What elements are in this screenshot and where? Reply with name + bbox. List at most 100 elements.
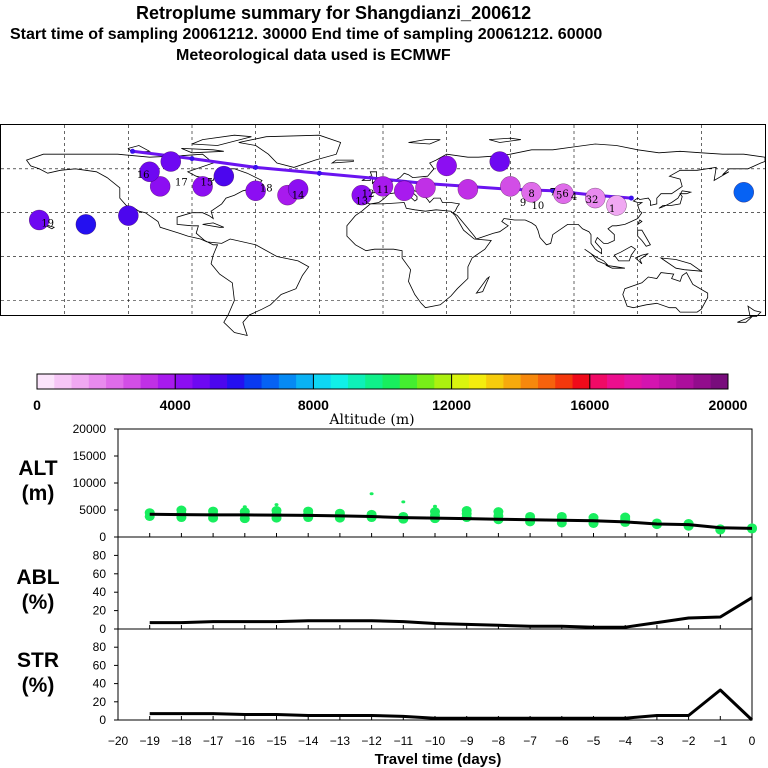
x-axis-title: Travel time (days) — [375, 751, 502, 768]
x-tick-label: −2 — [682, 734, 696, 748]
coastline — [43, 224, 56, 230]
colorbar-cell — [365, 374, 383, 389]
y-tick-label: 5000 — [79, 503, 106, 517]
y-tick-label: 60 — [93, 567, 107, 581]
coastline — [25, 153, 310, 337]
altitude-scatter-point — [274, 503, 279, 507]
altitude-scatter-point — [461, 506, 472, 516]
colorbar-cell — [227, 374, 245, 389]
x-tick-label: −5 — [587, 734, 601, 748]
day-label: 9 — [520, 198, 526, 209]
colorbar-ticks: 0 4000 8000 12000 16000 20000 — [33, 374, 748, 413]
coastline — [191, 134, 252, 146]
coastline — [737, 316, 753, 323]
colorbar-title: Altitude (m) — [328, 412, 414, 428]
day-label: 17 — [175, 178, 188, 189]
cluster-marker — [553, 183, 574, 204]
y-tick-label: 10000 — [73, 476, 107, 490]
colorbar-cell — [209, 374, 228, 389]
y-tick-label: 20 — [93, 695, 107, 709]
coastline — [659, 257, 703, 272]
day-label: 19 — [41, 218, 54, 229]
x-tick-label: −6 — [555, 734, 569, 748]
altitude-scatter-point — [144, 508, 155, 518]
x-tick-label: −19 — [140, 734, 161, 748]
panel-label-unit: (m) — [22, 482, 55, 505]
cluster-marker — [489, 151, 510, 172]
y-tick-label: 80 — [93, 548, 107, 562]
colorbar-cell — [175, 374, 193, 389]
coastline — [488, 137, 521, 143]
series-line — [149, 688, 754, 722]
colorbar-tick-label: 16000 — [570, 397, 609, 413]
colorbar-cell — [71, 374, 90, 389]
colorbar-cell — [589, 374, 608, 389]
cluster-marker — [436, 155, 457, 177]
colorbar-cell — [624, 374, 643, 389]
x-tick-label: −16 — [235, 734, 256, 748]
day-label: 1 — [609, 204, 615, 215]
cluster-marker — [29, 209, 50, 231]
x-tick-label: −12 — [361, 734, 382, 748]
cluster-marker — [394, 180, 415, 201]
coastline — [622, 272, 709, 313]
coastline — [747, 305, 762, 317]
x-tick-label: −1 — [713, 734, 727, 748]
day-label: 14 — [292, 191, 305, 202]
colorbar-cell — [486, 374, 504, 389]
panel-abl: 0 20 40 60 80 ABL(%) — [16, 536, 753, 636]
colorbar-cell — [468, 374, 487, 389]
x-tick-label: −15 — [266, 734, 287, 748]
series-line — [149, 512, 753, 530]
x-tick-label: −7 — [523, 734, 537, 748]
altitude-scatter-point — [620, 512, 631, 522]
cluster-marker — [733, 182, 754, 203]
cluster-marker — [287, 179, 309, 200]
chart-title: Retroplume summary for Shangdianzi_20061… — [136, 3, 532, 23]
colorbar-cell — [658, 374, 677, 389]
colorbar-tick-label: 0 — [33, 397, 41, 413]
altitude-scatter-point — [493, 507, 504, 517]
colorbar-tick-label: 12000 — [432, 397, 471, 413]
day-label: 6 — [562, 189, 568, 200]
colorbar-cell — [555, 374, 573, 389]
x-tick-label: −4 — [618, 734, 632, 748]
altitude-scatter-point — [271, 506, 282, 516]
day-label: 4 — [571, 192, 577, 203]
y-tick-label: 0 — [99, 530, 106, 544]
colorbar-cell — [641, 374, 660, 389]
day-label: 7 — [550, 188, 556, 199]
coastline — [658, 190, 693, 209]
coastline — [634, 253, 649, 265]
altitude-scatter-point — [433, 504, 437, 508]
day-label: 18 — [260, 183, 273, 194]
colorbar-cell — [88, 374, 107, 389]
y-tick-label: 15000 — [73, 449, 107, 463]
panel-frame — [117, 628, 753, 721]
x-tick-label: −10 — [425, 734, 446, 748]
trajectory-point — [189, 156, 195, 162]
cluster-marker — [139, 161, 160, 182]
day-label: 12 — [362, 189, 375, 200]
coastline — [181, 148, 224, 154]
panel-label-name: ABL — [16, 566, 59, 589]
cluster-marker — [415, 177, 436, 198]
trajectory-point — [628, 195, 634, 201]
colorbar-cell — [347, 374, 366, 389]
colorbar-cell — [572, 374, 591, 389]
colorbar-cell — [261, 374, 280, 389]
y-tick-label: 40 — [93, 585, 107, 599]
cluster-marker — [118, 205, 139, 226]
cluster-marker — [372, 176, 394, 197]
y-tick-label: 80 — [93, 640, 107, 654]
panel-label-unit: (%) — [22, 591, 55, 614]
cluster-marker — [606, 195, 627, 216]
x-tick-label: −3 — [650, 734, 664, 748]
altitude-scatter-point — [176, 505, 187, 515]
cluster-marker — [585, 187, 606, 209]
day-label: 10 — [532, 201, 545, 212]
colorbar-cell — [520, 374, 539, 389]
cluster-marker — [500, 176, 521, 197]
panel-label-name: ALT — [18, 457, 57, 480]
